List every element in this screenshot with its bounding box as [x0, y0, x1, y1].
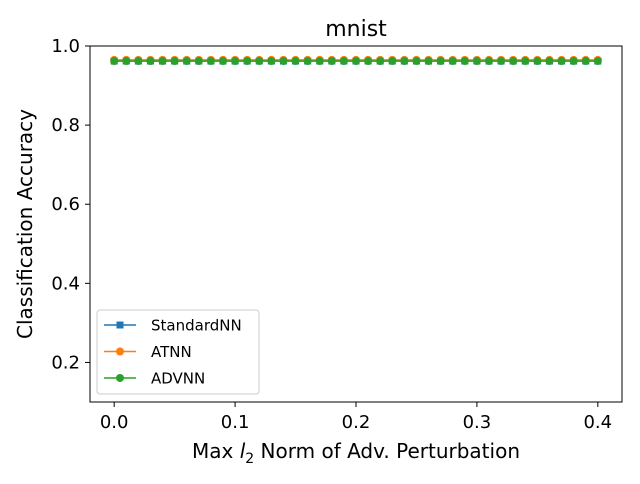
data-point	[255, 57, 264, 66]
data-point	[327, 57, 336, 66]
y-tick-label: 0.6	[51, 194, 80, 215]
x-axis-label-main: Max	[192, 439, 234, 463]
data-point	[158, 57, 167, 66]
legend-marker	[116, 374, 124, 382]
x-tick-label: 0.4	[583, 412, 612, 433]
data-point	[400, 57, 409, 66]
y-tick-label: 0.2	[51, 352, 80, 373]
data-point	[315, 57, 324, 66]
data-point	[122, 57, 131, 66]
data-point	[569, 57, 578, 66]
data-point	[593, 57, 602, 66]
x-axis-label-var: l	[240, 439, 246, 463]
data-point	[412, 57, 421, 66]
y-axis-ticks: 0.2 0.4 0.6 0.8 1.0	[51, 36, 90, 373]
x-axis-label: Max l2 Norm of Adv. Perturbation	[192, 439, 520, 467]
data-point	[146, 57, 155, 66]
data-point	[291, 57, 300, 66]
data-point	[303, 57, 312, 66]
data-point	[472, 57, 481, 66]
data-point	[182, 57, 191, 66]
data-point	[364, 57, 373, 66]
data-point	[509, 57, 518, 66]
legend-marker	[116, 321, 124, 329]
x-axis-label-sub: 2	[245, 451, 254, 467]
data-point	[134, 57, 143, 66]
data-point	[110, 57, 119, 66]
legend-label: StandardNN	[151, 317, 242, 335]
data-point	[533, 57, 542, 66]
data-point	[352, 57, 360, 66]
chart-title: mnist	[325, 17, 387, 42]
data-point	[231, 57, 240, 66]
data-point	[388, 57, 397, 66]
legend-entry-atnn: ATNN	[104, 343, 192, 361]
legend-entries: StandardNN ATNN ADVNN	[104, 317, 242, 388]
x-tick-label: 0.2	[342, 412, 371, 433]
data-point	[460, 57, 469, 66]
legend-marker	[116, 347, 124, 356]
data-point	[485, 57, 493, 66]
data-point	[339, 57, 348, 66]
series-advnn	[110, 57, 602, 66]
legend-entry-standardnn: StandardNN	[104, 317, 242, 335]
y-tick-label: 1.0	[51, 36, 80, 57]
data-point	[194, 57, 203, 66]
data-point	[279, 57, 288, 66]
x-tick-label: 0.1	[221, 412, 250, 433]
x-axis-ticks: 0.0 0.1 0.2 0.3 0.4	[100, 402, 612, 433]
y-tick-label: 0.4	[51, 273, 80, 294]
legend-label: ATNN	[151, 343, 192, 361]
data-point	[557, 57, 566, 66]
data-point	[206, 57, 215, 66]
data-point	[267, 57, 276, 66]
data-point	[448, 57, 457, 66]
data-point	[497, 57, 506, 66]
data-point	[424, 57, 433, 66]
x-tick-label: 0.0	[100, 412, 129, 433]
data-point	[436, 57, 445, 66]
data-point	[376, 57, 385, 66]
legend-label: ADVNN	[151, 370, 205, 388]
data-point	[243, 57, 252, 66]
data-point	[545, 57, 554, 66]
data-point	[170, 57, 179, 66]
data-point	[219, 57, 227, 66]
legend-entry-advnn: ADVNN	[104, 370, 205, 388]
legend-box	[96, 309, 260, 395]
y-axis-label: Classification Accuracy	[13, 109, 37, 339]
y-tick-label: 0.8	[51, 115, 80, 136]
series-layer	[110, 55, 602, 66]
x-axis-label-rest: Norm of Adv. Perturbation	[254, 439, 520, 463]
data-point	[581, 57, 590, 66]
legend: StandardNN ATNN ADVNN	[96, 309, 260, 395]
x-tick-label: 0.3	[463, 412, 492, 433]
data-point	[521, 57, 530, 66]
